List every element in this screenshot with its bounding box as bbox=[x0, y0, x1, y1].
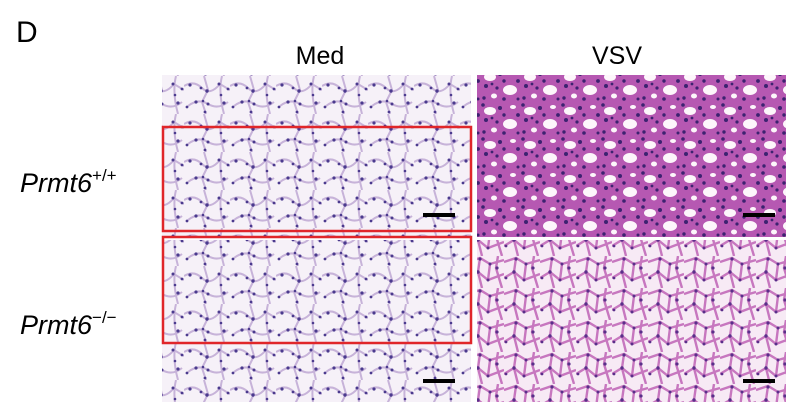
scale-bar bbox=[743, 213, 775, 217]
micrograph bbox=[477, 240, 786, 402]
micrograph bbox=[162, 75, 471, 237]
panel-label: D bbox=[16, 16, 38, 49]
micrograph bbox=[477, 75, 786, 237]
micrograph bbox=[162, 240, 471, 402]
gene-name: Prmt6 bbox=[20, 310, 93, 340]
scale-bar bbox=[743, 379, 775, 383]
scale-bar bbox=[423, 213, 455, 217]
genotype: +/+ bbox=[92, 166, 117, 185]
column-header: Med bbox=[296, 42, 345, 70]
highlight-box bbox=[161, 125, 473, 233]
highlight-box bbox=[161, 235, 473, 345]
genotype: −/− bbox=[92, 308, 117, 327]
gene-name: Prmt6 bbox=[20, 168, 93, 198]
column-header: VSV bbox=[592, 42, 642, 70]
row-label: Prmt6+/+ bbox=[20, 166, 117, 198]
scale-bar bbox=[423, 379, 455, 383]
row-label: Prmt6−/− bbox=[20, 308, 117, 340]
